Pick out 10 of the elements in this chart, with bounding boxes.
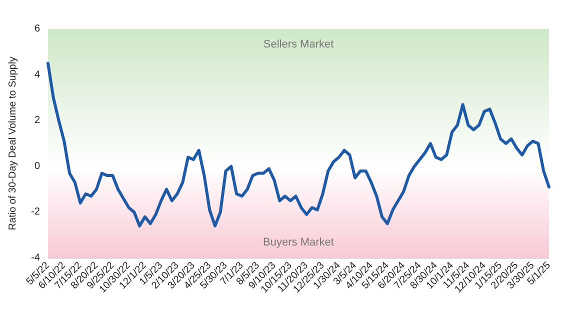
y-tick-label: 6 (34, 24, 40, 34)
band-label: Sellers Market (263, 38, 334, 50)
band-label: Buyers Market (263, 236, 334, 248)
y-tick-label: 0 (34, 160, 40, 172)
y-tick-label: -4 (31, 252, 40, 264)
line-series (46, 62, 550, 228)
y-tick-label: -2 (31, 206, 40, 218)
y-tick-label: 2 (34, 115, 40, 126)
y-axis-title: Ratio of 30-Day Deal Volume to Supply (8, 56, 18, 230)
y-tick-label: 4 (34, 69, 40, 80)
